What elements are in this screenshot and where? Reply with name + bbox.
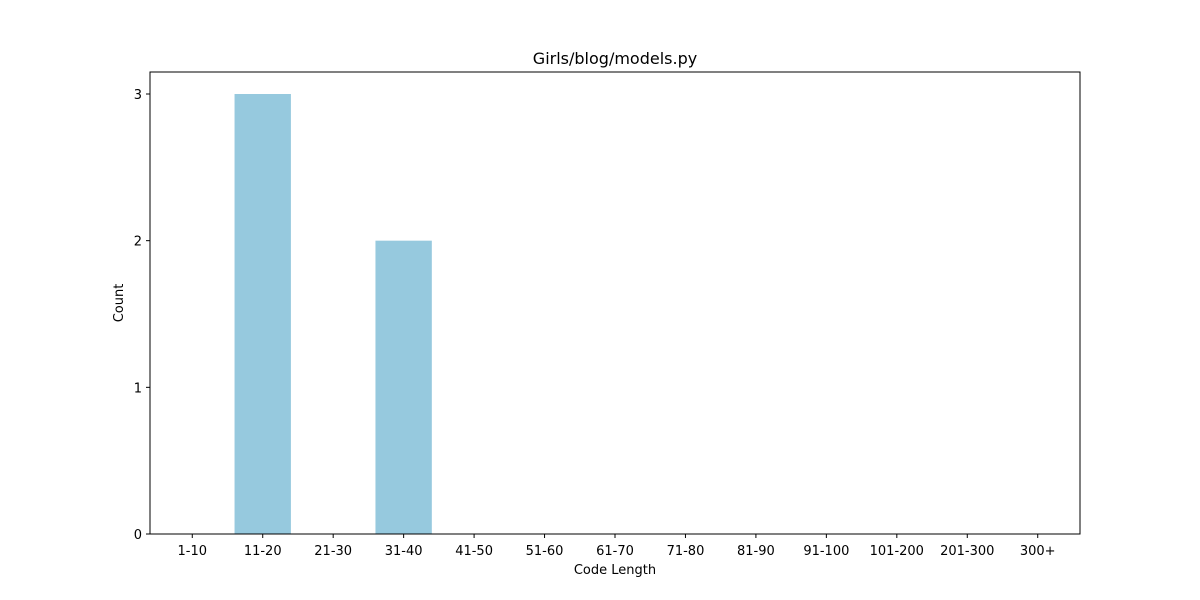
bars-group [234,94,432,534]
y-tick-label: 1 [134,381,142,396]
x-tick-label: 61-70 [596,544,634,559]
y-tick-label: 3 [134,88,142,103]
x-axis-title: Code Length [574,563,656,578]
x-tick-label: 31-40 [385,544,423,559]
x-tick-label: 81-90 [737,544,775,559]
x-axis: 1-10 11-20 21-30 31-40 41-50 51-60 61-70 71-80 8… [178,534,1056,559]
x-tick-label: 51-60 [526,544,564,559]
chart-title: Girls/blog/models.py [533,49,697,68]
x-tick-label: 91-100 [803,544,849,559]
x-tick-label: 300+ [1020,544,1056,559]
y-tick-label: 0 [134,528,142,543]
bar-11-20 [234,94,291,534]
y-axis-title: Count [112,284,127,323]
x-tick-label: 1-10 [178,544,208,559]
x-tick-label: 41-50 [455,544,493,559]
bar-31-40 [375,240,432,534]
y-axis: 0 1 2 3 [134,88,150,543]
x-tick-label: 11-20 [244,544,282,559]
x-tick-label: 21-30 [314,544,352,559]
x-tick-label: 201-300 [940,544,994,559]
y-tick-label: 2 [134,235,142,250]
x-tick-label: 101-200 [870,544,924,559]
x-tick-label: 71-80 [667,544,705,559]
